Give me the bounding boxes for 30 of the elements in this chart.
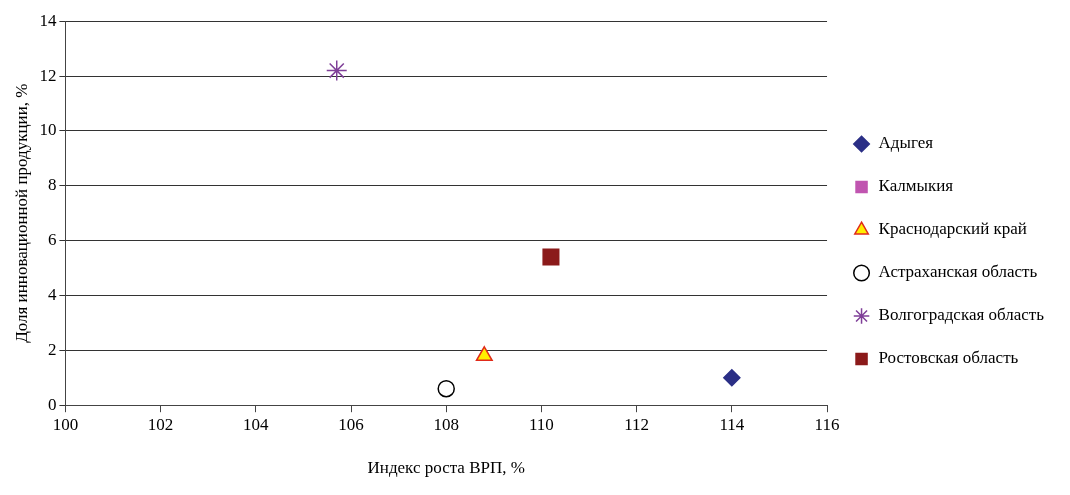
point — [437, 379, 455, 398]
x-tick-label: 100 — [52, 414, 79, 434]
y-axis-title: Доля инновационной продукции, % — [11, 83, 31, 343]
x-tick-label: 102 — [147, 414, 174, 434]
point — [325, 59, 348, 82]
y-tick-label: 12 — [39, 65, 57, 85]
legend-label: Адыгея — [878, 133, 934, 153]
y-tick-label: 14 — [39, 10, 57, 30]
x-tick-label: 104 — [243, 414, 270, 434]
y-tick-label: 0 — [47, 394, 57, 414]
legend-label: Калмыкия — [878, 176, 954, 196]
x-tick-label: 108 — [433, 414, 459, 434]
legend-label: Краснодарский край — [878, 219, 1027, 239]
x-axis-title: Индекс роста ВРП, % — [367, 458, 525, 478]
x-tick-label: 112 — [624, 414, 650, 434]
point — [542, 248, 560, 266]
x-tick-label: 114 — [719, 414, 745, 434]
x-tick-label: 110 — [528, 414, 554, 434]
point — [475, 346, 493, 362]
point — [723, 369, 741, 387]
x-tick-label: 116 — [814, 414, 840, 434]
x-tick-label: 106 — [338, 414, 364, 434]
y-tick-label: 2 — [47, 339, 57, 359]
legend-label: Ростовская область — [878, 348, 1019, 368]
legend-label: Волгоградская область — [878, 305, 1045, 325]
y-tick-label: 6 — [47, 230, 57, 250]
legend-label: Астраханская область — [878, 262, 1038, 282]
y-tick-label: 10 — [39, 120, 57, 140]
y-tick-label: 4 — [47, 284, 57, 304]
y-tick-label: 8 — [47, 175, 57, 195]
